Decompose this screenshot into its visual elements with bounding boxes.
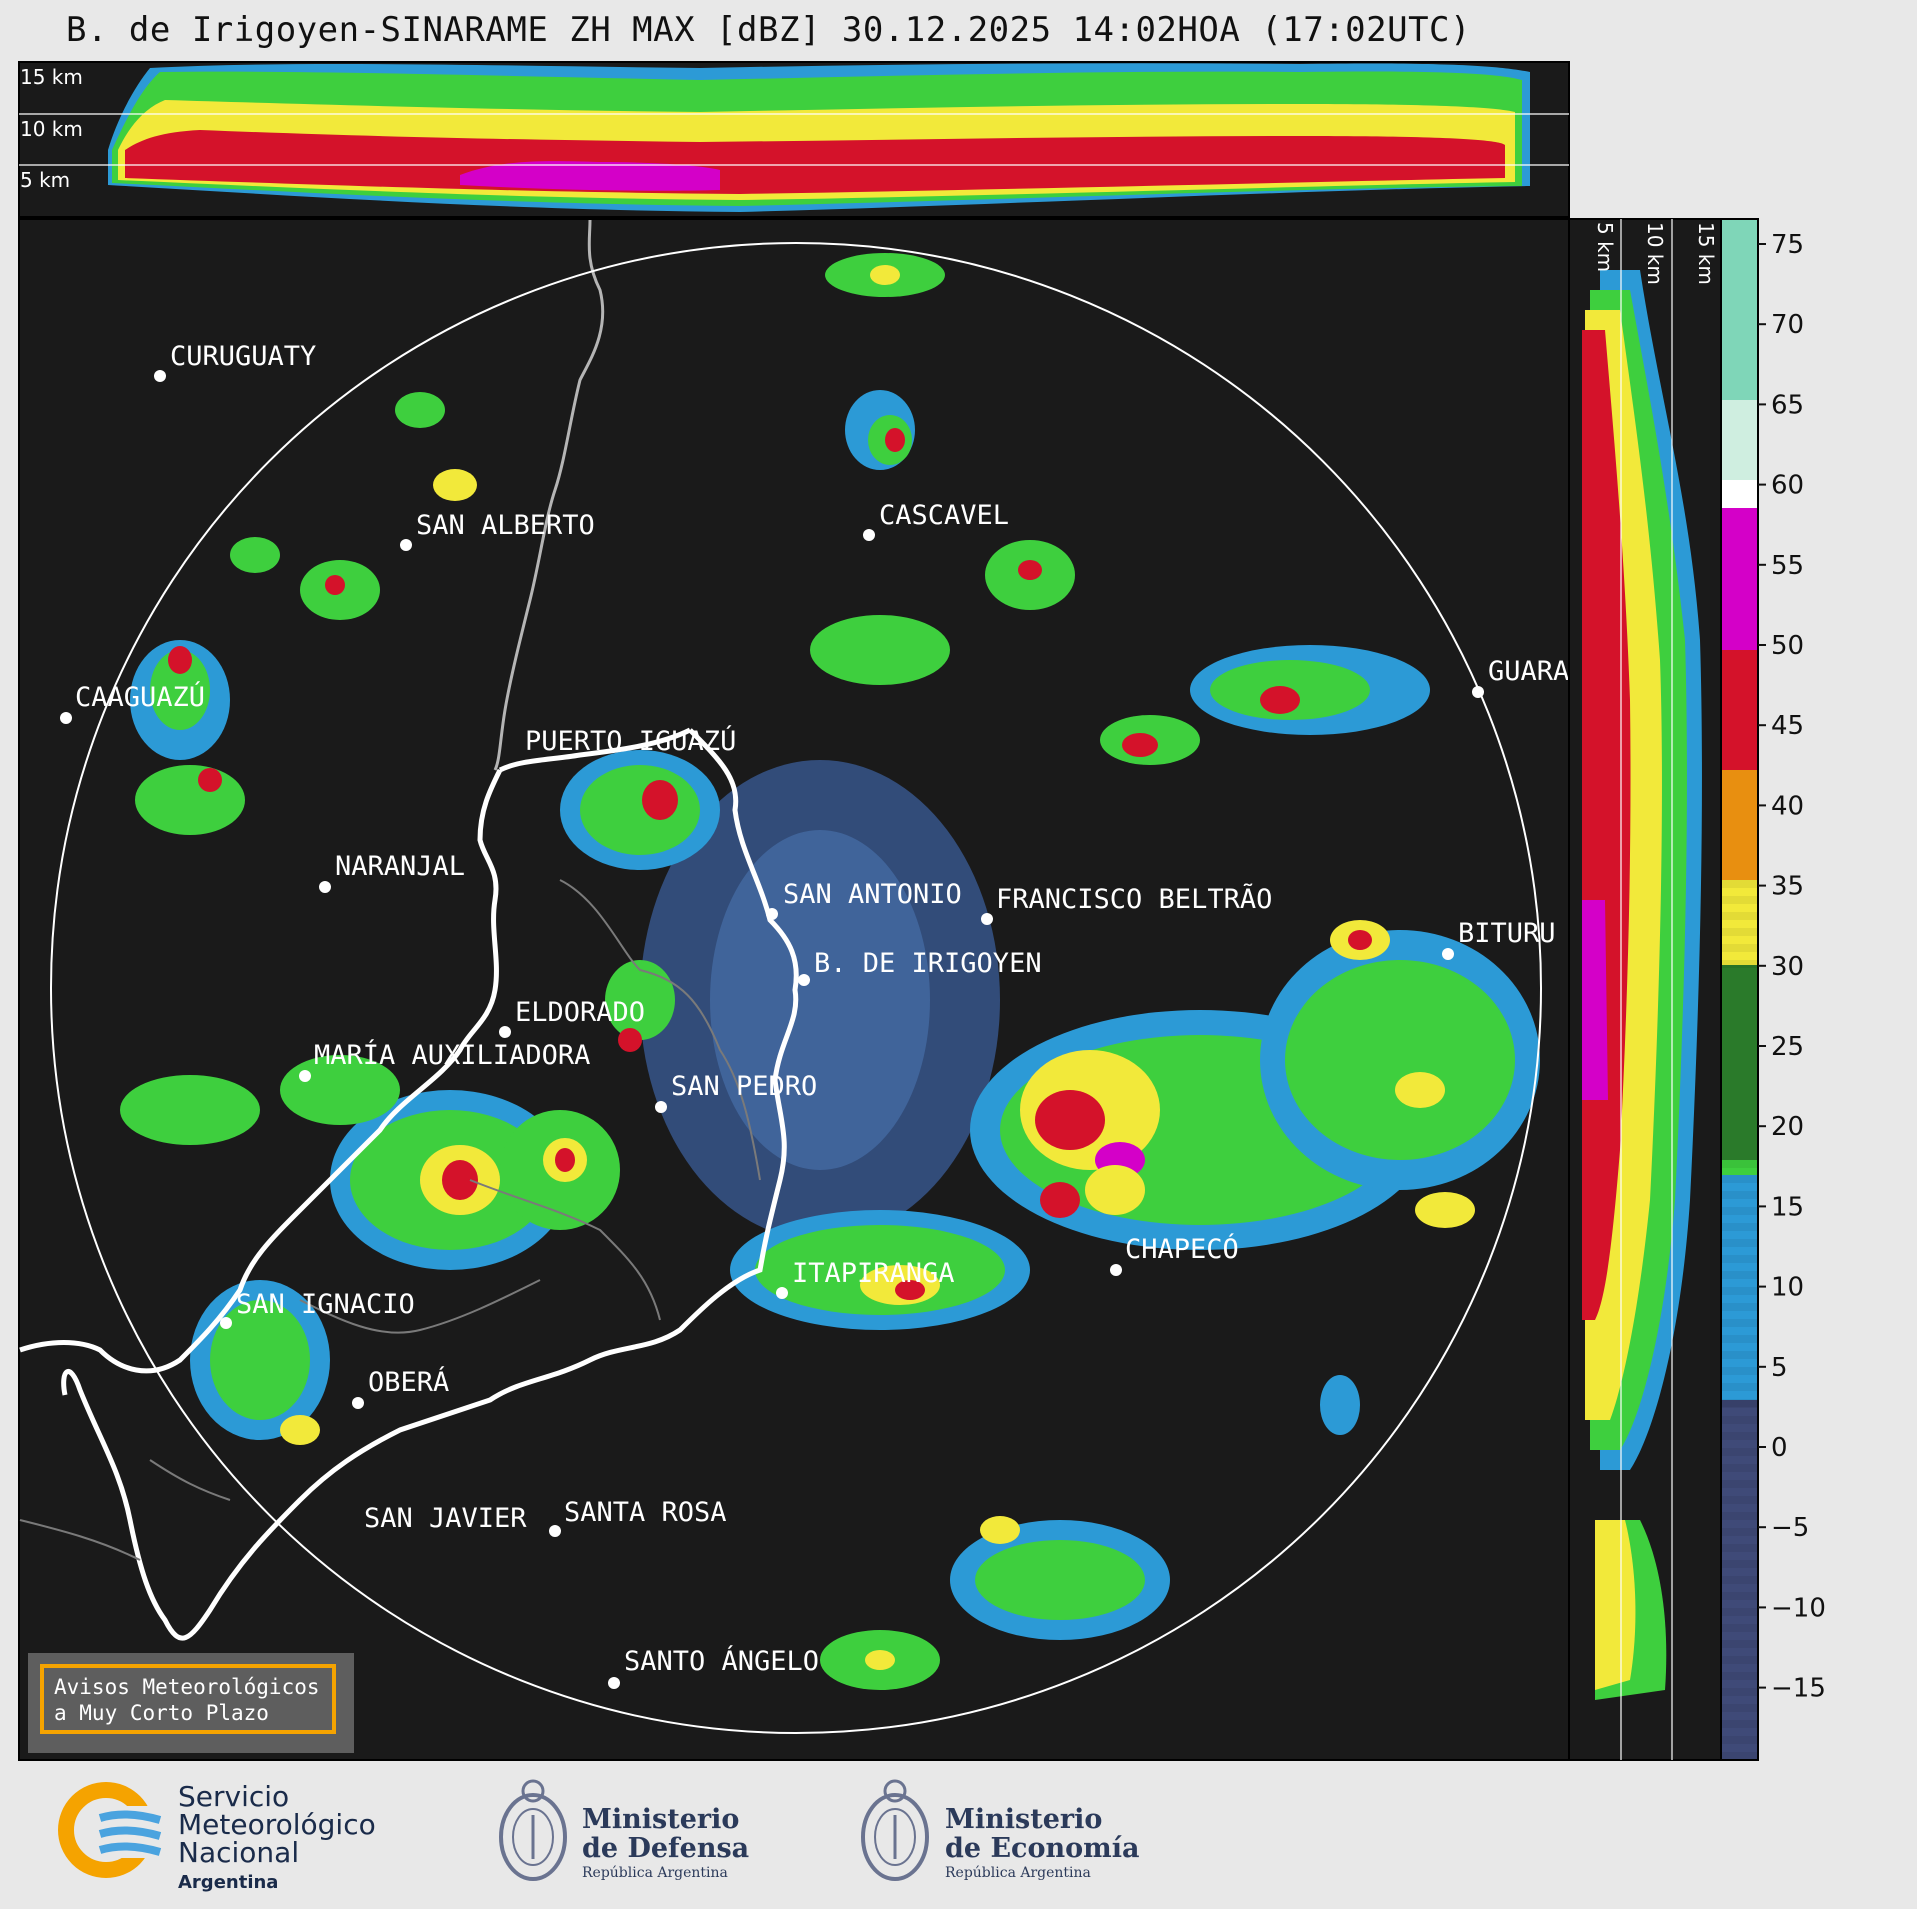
radar-echoes <box>120 253 1540 1690</box>
colorbar-band <box>1721 965 1758 1160</box>
border-river <box>19 727 692 1374</box>
colorbar-band <box>1721 1175 1758 1400</box>
colorbar-tick-label: 10 <box>1771 1273 1804 1303</box>
city-san-javier: SAN JAVIER <box>364 1503 527 1534</box>
city-san-ignacio: SAN IGNACIO <box>236 1289 415 1320</box>
colorbar-tick-label: 25 <box>1771 1032 1804 1062</box>
side-label-10km: 10 km <box>1643 222 1667 285</box>
border-internal <box>299 879 761 1334</box>
city-bituru: BITURU <box>1458 918 1556 949</box>
top-label-5km: 5 km <box>20 168 70 192</box>
colorbar-tick-label: 55 <box>1771 551 1804 581</box>
top-label-10km: 10 km <box>20 117 83 141</box>
colorbar-tick-label: 40 <box>1771 791 1804 821</box>
defensa-seal-icon <box>499 1779 567 1881</box>
side-echo-magenta <box>1582 900 1608 1100</box>
top-echo-magenta <box>460 161 720 191</box>
colorbar-tick-label: 35 <box>1771 872 1804 902</box>
colorbar-tick-label: 15 <box>1771 1192 1804 1222</box>
colorbar-band <box>1721 480 1758 508</box>
colorbar-tick-label: 65 <box>1771 390 1804 420</box>
city-caaguazu: CAAGUAZÚ <box>75 681 205 713</box>
city-itapiranga: ITAPIRANGA <box>792 1258 955 1289</box>
colorbar-tick-label: 75 <box>1771 230 1804 260</box>
top-cross-section-panel: 15 km 10 km 5 km <box>18 61 1570 218</box>
map-title: B. de Irigoyen-SINARAME ZH MAX [dBZ] 30.… <box>66 10 1471 50</box>
top-label-15km: 15 km <box>20 65 83 89</box>
city-naranjal: NARANJAL <box>335 851 465 882</box>
colorbar-tick-label: 60 <box>1771 471 1804 501</box>
aviso-banner[interactable]: Avisos Meteorológicos a Muy Corto Plazo <box>28 1653 354 1753</box>
range-ring <box>50 242 1542 1734</box>
city-chapeco: CHAPECÓ <box>1125 1233 1239 1265</box>
colorbar-tick-label: 5 <box>1771 1353 1788 1383</box>
colorbar-band <box>1721 880 1758 965</box>
side-label-15km: 15 km <box>1694 222 1718 285</box>
colorbar-band <box>1721 650 1758 770</box>
city-san-alberto: SAN ALBERTO <box>416 510 595 541</box>
smn-logo-text: Servicio Meteorológico Nacional Argentin… <box>178 1780 376 1894</box>
smn-logo-icon <box>58 1782 168 1878</box>
colorbar-tick-label: 45 <box>1771 711 1804 741</box>
colorbar-band <box>1721 770 1758 880</box>
side-label-5km: 5 km <box>1593 222 1617 272</box>
city-puerto-iguazu: PUERTO IGUAZÚ <box>525 725 736 757</box>
aviso-line1: Avisos Meteorológicos <box>54 1675 320 1699</box>
city-obera: OBERÁ <box>368 1366 449 1398</box>
colorbar-band <box>1721 508 1758 650</box>
cities: CURUGUATY SAN ALBERTO CASCAVEL CAAGUAZÚ … <box>60 341 1569 1689</box>
defensa-logo-text: Ministerio de Defensa República Argentin… <box>582 1804 750 1881</box>
colorbar-tick-label: 30 <box>1771 952 1804 982</box>
colorbar-tick-label: −15 <box>1771 1674 1826 1704</box>
border-misiones <box>61 728 799 1641</box>
colorbar-band <box>1721 1160 1758 1175</box>
side-cross-section-panel: 5 km 10 km 15 km <box>1568 218 1722 1761</box>
city-curuguaty: CURUGUATY <box>170 341 316 372</box>
boundaries <box>19 219 799 1641</box>
colorbar-band <box>1721 400 1758 480</box>
city-santo-angelo: SANTO ÁNGELO <box>624 1645 819 1677</box>
city-b-de-irigoyen: B. DE IRIGOYEN <box>814 948 1042 979</box>
colorbar-tick-label: 20 <box>1771 1112 1804 1142</box>
colorbar-band <box>1721 219 1758 400</box>
city-maria-auxiliadora: MARÍA AUXILIADORA <box>314 1039 590 1071</box>
city-guara: GUARA <box>1488 656 1569 687</box>
city-cascavel: CASCAVEL <box>879 500 1009 531</box>
main-map-panel: CURUGUATY SAN ALBERTO CASCAVEL CAAGUAZÚ … <box>18 218 1570 1761</box>
colorbar-tick-label: −5 <box>1771 1513 1809 1543</box>
city-francisco-beltrao: FRANCISCO BELTRÃO <box>996 883 1272 915</box>
colorbar-tick-label: 50 <box>1771 631 1804 661</box>
city-san-antonio: SAN ANTONIO <box>783 879 962 910</box>
colorbar-tick-label: 70 <box>1771 310 1804 340</box>
colorbar-band <box>1721 1400 1758 1760</box>
colorbar-tick-label: 0 <box>1771 1433 1788 1463</box>
economia-seal-icon <box>861 1779 929 1881</box>
city-san-pedro: SAN PEDRO <box>671 1071 817 1102</box>
economia-logo-text: Ministerio de Economía República Argenti… <box>945 1804 1140 1881</box>
city-santa-rosa: SANTA ROSA <box>564 1497 727 1528</box>
border-paraguay <box>493 219 605 771</box>
city-eldorado: ELDORADO <box>515 997 645 1028</box>
aviso-line2: a Muy Corto Plazo <box>54 1701 269 1725</box>
colorbar-tick-label: −10 <box>1771 1593 1826 1623</box>
